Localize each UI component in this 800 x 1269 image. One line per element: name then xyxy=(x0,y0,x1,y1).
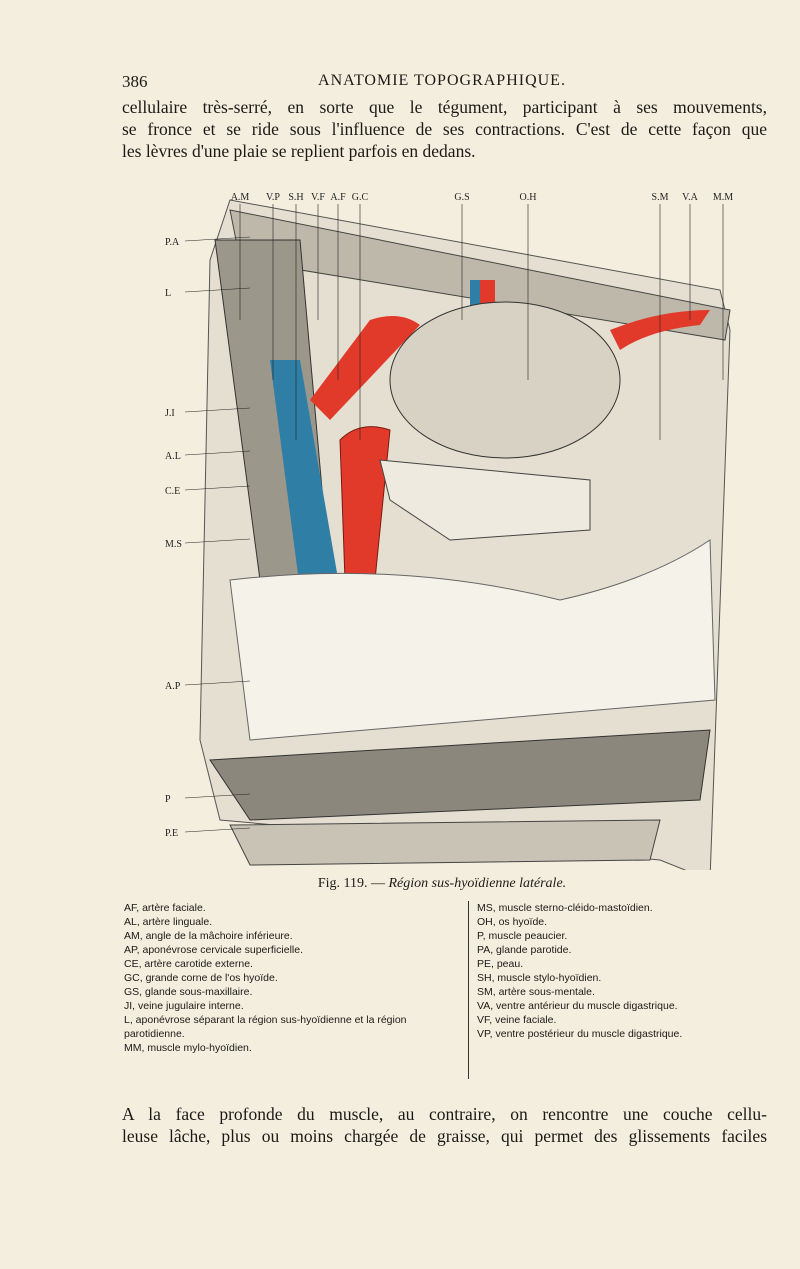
figure-label: V.A xyxy=(682,192,698,203)
legend-entry: OH, os hyoïde. xyxy=(477,916,548,928)
legend-entry: PE, peau. xyxy=(477,958,524,970)
legend-entry: VP, ventre postérieur du muscle digastri… xyxy=(477,1028,683,1040)
paragraph: A la face profonde du muscle, au contrai… xyxy=(122,1103,767,1147)
figure-label: G.S xyxy=(454,192,469,203)
legend-entry: PA, glande parotide. xyxy=(477,944,572,956)
legend-entry: AP, aponévrose cervicale superficielle. xyxy=(124,944,303,956)
figure-label: S.H xyxy=(288,192,303,203)
legend-right: MS, muscle sterno-cléido-mastoïdien. OH, … xyxy=(468,901,777,1079)
legend-entry: AF, artère faciale. xyxy=(124,902,206,914)
legend-entry: P, muscle peaucier. xyxy=(477,930,568,942)
leader-line xyxy=(184,236,251,242)
legend-entry: MS, muscle sterno-cléido-mastoïdien. xyxy=(477,902,653,914)
legend-left: AF, artère faciale. AL, artère linguale. A… xyxy=(124,901,454,1055)
figure-label: A.P xyxy=(165,681,181,692)
text-line: cellulaire très-serré, en sorte que le t… xyxy=(122,97,767,117)
page-number: 386 xyxy=(122,72,148,91)
legend-entry: JI, veine jugulaire interne. xyxy=(124,1000,244,1012)
legend-entry: VA, ventre antérieur du muscle digastriq… xyxy=(477,1000,678,1012)
figure-label: A.L xyxy=(165,451,181,462)
legend-entry: L, aponévrose séparant la région sus-hyo… xyxy=(124,1014,407,1040)
leader-line xyxy=(184,827,251,833)
figure-label: C.E xyxy=(165,486,180,497)
figure-caption: Fig. 119. — Région sus-hyoïdienne latéra… xyxy=(122,876,762,892)
leader-line xyxy=(184,287,251,293)
leader-line xyxy=(184,450,251,456)
legend-entry: AM, angle de la mâchoire inférieure. xyxy=(124,930,293,942)
leader-line xyxy=(184,485,251,491)
caption-number: Fig. 119. — xyxy=(317,876,385,891)
figure-label: S.M xyxy=(652,192,669,203)
figure-label: V.P xyxy=(266,192,280,203)
leader-line xyxy=(184,407,251,413)
figure-label: V.F xyxy=(311,192,325,203)
legend-entry: AL, artère linguale. xyxy=(124,916,213,928)
figure-label: M.S xyxy=(165,539,182,550)
figure-label: P.A xyxy=(165,237,180,248)
figure: A.M V.P S.H V.F A.F G.C G.S O.H S.M V.A M.M P.A L J.I… xyxy=(165,192,733,870)
legend-entry: SH, muscle stylo-hyoïdien. xyxy=(477,972,602,984)
figure-label: O.H xyxy=(520,192,537,203)
legend-entry: VF, veine faciale. xyxy=(477,1014,557,1026)
leader-line xyxy=(184,538,251,544)
text-line: se fronce et se ride sous l'influence de… xyxy=(122,119,767,139)
legend-entry: GS, glande sous-maxillaire. xyxy=(124,986,253,998)
leader-line xyxy=(184,793,251,799)
leader-line xyxy=(184,680,251,686)
figure-label: A.F xyxy=(330,192,346,203)
illustration xyxy=(199,199,731,870)
legend-entry: MM, muscle mylo-hyoïdien. xyxy=(124,1042,252,1054)
paragraph: cellulaire très-serré, en sorte que le t… xyxy=(122,96,767,162)
figure-label: J.I xyxy=(165,408,175,419)
figure-label: G.C xyxy=(352,192,369,203)
legend-entry: GC, grande corne de l'os hyoïde. xyxy=(124,972,278,984)
figure-label: P xyxy=(165,794,171,805)
caption-title: Région sus-hyoïdienne latérale. xyxy=(388,876,567,891)
legend-entry: CE, artère carotide externe. xyxy=(124,958,253,970)
figure-label: P.E xyxy=(165,828,178,839)
text-line: leuse lâche, plus ou moins chargée de gr… xyxy=(122,1126,767,1146)
text-line: A la face profonde du muscle, au contrai… xyxy=(122,1104,767,1124)
figure-label: L xyxy=(165,288,171,299)
text-line: les lèvres d'une plaie se replient parfo… xyxy=(122,141,476,161)
figure-label: M.M xyxy=(713,192,733,203)
figure-label: A.M xyxy=(231,192,250,203)
running-title: ANATOMIE TOPOGRAPHIQUE. xyxy=(318,72,566,89)
legend-entry: SM, artère sous-mentale. xyxy=(477,986,595,998)
